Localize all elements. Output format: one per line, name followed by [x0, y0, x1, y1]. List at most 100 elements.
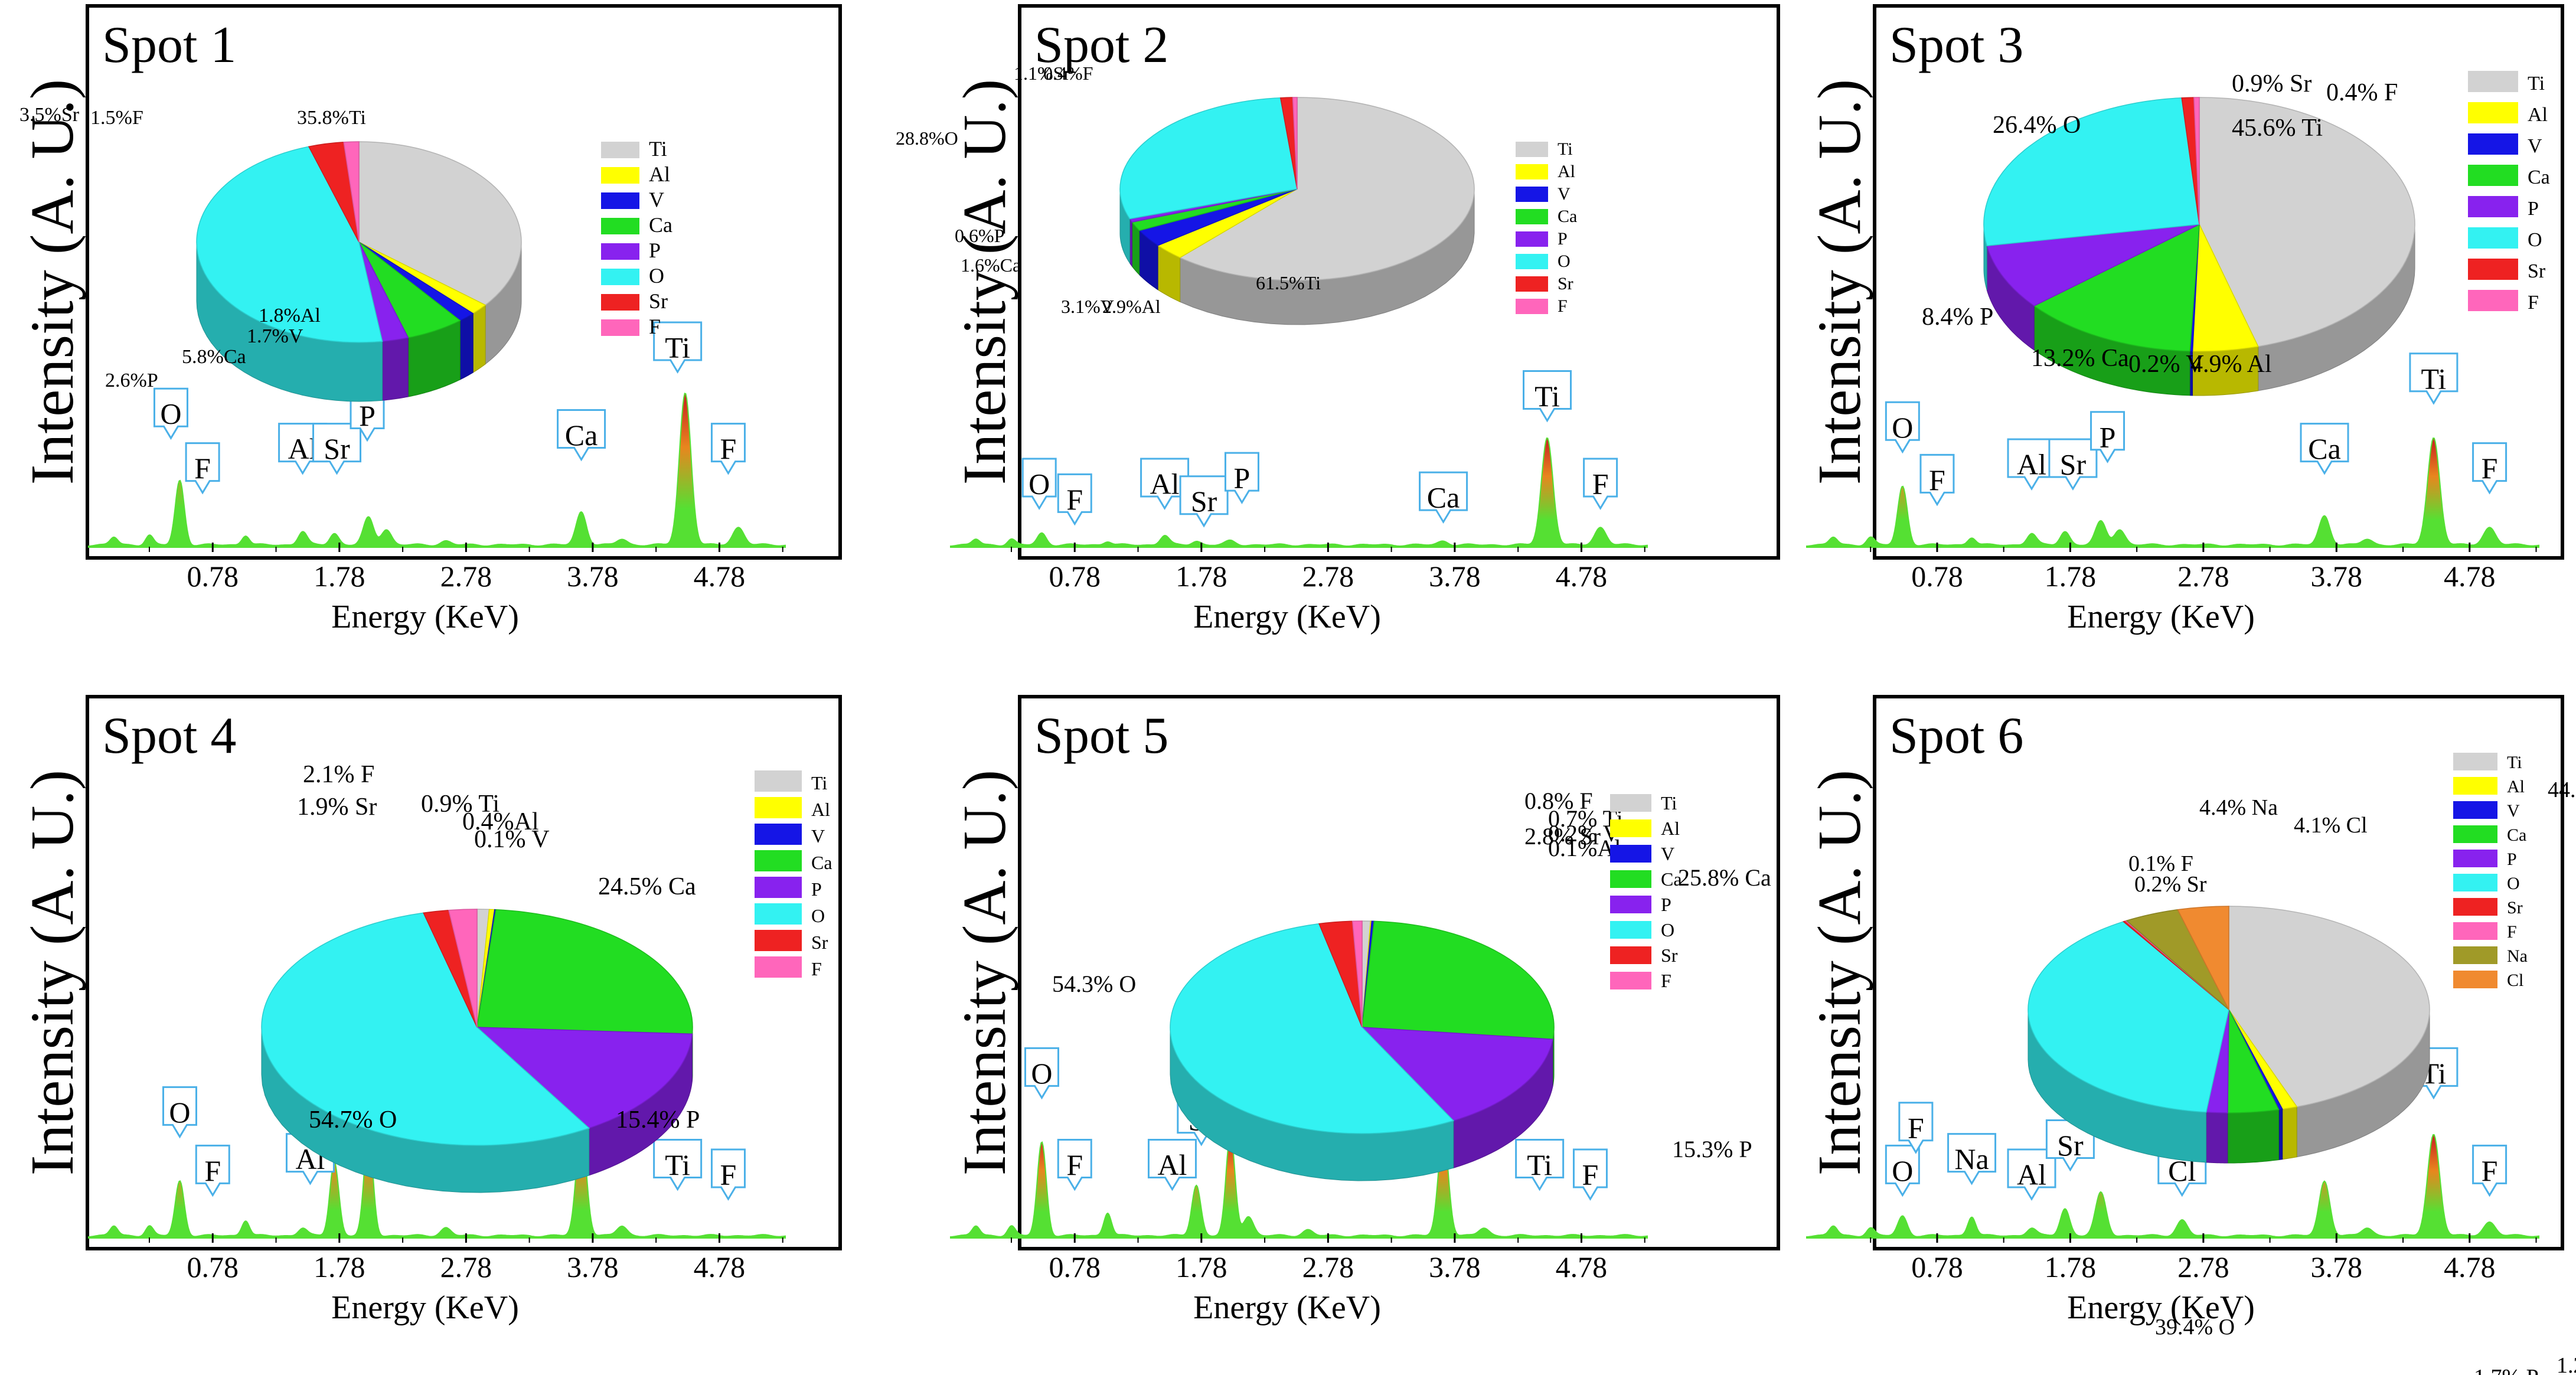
- legend-label-o: O: [2507, 874, 2520, 893]
- callout-box: [2472, 442, 2508, 495]
- legend-swatch-ca: [755, 850, 802, 871]
- legend-label-ti: Ti: [2528, 73, 2545, 94]
- pie-label-p: 0.6%P: [955, 225, 1004, 246]
- pie-label-p: 1.7% P: [2474, 1365, 2539, 1375]
- pie-label-f: 0.4% F: [2326, 79, 2398, 106]
- legend-label-v: V: [811, 825, 825, 847]
- peak-callout-o: O: [153, 387, 188, 440]
- panel-frame: [1873, 695, 2564, 1250]
- peak-callout-ca: Ca: [557, 409, 606, 462]
- legend-label-p: P: [811, 878, 822, 900]
- spectrum-area: [950, 1132, 1648, 1239]
- legend-label-ca: Ca: [811, 852, 832, 873]
- legend-swatch-ti: [1610, 794, 1651, 812]
- legend-swatch-ti: [601, 142, 639, 158]
- pie-label-ti: 61.5%Ti: [1256, 272, 1321, 293]
- pie-slice-o: [1119, 97, 1298, 220]
- panel-frame: [86, 695, 842, 1250]
- legend-label-ti: Ti: [1661, 792, 1677, 814]
- callout-label: Ca: [1427, 481, 1460, 514]
- callout-label: Sr: [1191, 485, 1217, 518]
- legend-swatch-p: [2468, 196, 2518, 217]
- legend-label-ti: Ti: [2507, 753, 2522, 772]
- legend-swatch-p: [601, 243, 639, 260]
- callout-box: [1021, 458, 1057, 510]
- peak-callout-ti: Ti: [1523, 370, 1572, 423]
- pie-slice-ca: [476, 909, 693, 1035]
- peak-callout-o: O: [1885, 401, 1920, 454]
- callout-label: Ti: [2421, 362, 2447, 395]
- legend-label-p: P: [1558, 229, 1568, 249]
- pie-side-al: [2282, 1106, 2297, 1160]
- x-tick-label: 2.78: [1302, 560, 1354, 593]
- pie-label-v: 0.3% V: [2545, 1371, 2576, 1375]
- pie-slice-f: [343, 141, 360, 243]
- pie-label-sr: 1.1%Sr: [1014, 63, 1070, 84]
- callout-label: F: [1066, 1148, 1083, 1181]
- legend-swatch-al: [2453, 777, 2497, 795]
- legend-label-al: Al: [2528, 104, 2548, 126]
- callout-box: [653, 321, 703, 374]
- spectrum-area: [1806, 1134, 2539, 1239]
- legend-label-p: P: [2528, 198, 2539, 220]
- x-tick-label: 2.78: [2177, 1250, 2229, 1283]
- x-tick-label: 3.78: [1429, 1250, 1481, 1283]
- pie-label-ca: 1.6%Ca: [961, 254, 1021, 276]
- y-axis-label: Intensity (A. U.): [1806, 770, 1873, 1175]
- pie-slice-ca: [1362, 920, 1555, 1040]
- callout-label: F: [720, 1158, 737, 1191]
- pie-slice-o: [1983, 97, 2200, 247]
- callout-box: [1583, 458, 1618, 510]
- legend-label-sr: Sr: [2528, 260, 2546, 282]
- panel-title: Spot 3: [1889, 17, 2023, 74]
- x-tick-label: 1.78: [2045, 560, 2097, 593]
- peak-callout-ca: Ca: [2300, 423, 2349, 475]
- pie-slice-p: [1986, 224, 2200, 306]
- pie-label-ti: 0.9% Ti: [421, 791, 499, 818]
- legend-label-ti: Ti: [811, 772, 827, 793]
- legend-swatch-f: [1516, 299, 1548, 314]
- callout-label: Sr: [2057, 1129, 2084, 1162]
- legend-swatch-v: [2468, 133, 2518, 155]
- legend-label-ca: Ca: [2507, 825, 2526, 845]
- legend-swatch-p: [1610, 896, 1651, 913]
- callout-box: [557, 409, 606, 462]
- legend-swatch-ti: [755, 770, 802, 792]
- pie-label-o: 39.4% O: [2155, 1315, 2235, 1340]
- legend-label-o: O: [2528, 229, 2542, 251]
- pie-side-p: [382, 337, 409, 401]
- x-tick-label: 4.78: [2444, 560, 2496, 593]
- peak-callout-ti: Ti: [1515, 1139, 1565, 1191]
- callout-label: F: [1066, 483, 1083, 516]
- peak-callout-f: F: [1898, 1102, 1934, 1154]
- peak-callout-p: P: [1224, 452, 1259, 505]
- pie-label-f: 1.5%F: [90, 107, 143, 129]
- callout-box: [1140, 458, 1190, 510]
- pie-label-v: 1.7%V: [247, 325, 303, 347]
- pie-slice-p: [1361, 1027, 1553, 1122]
- callout-label: Ca: [2308, 432, 2341, 465]
- peak-callout-al: Al: [2007, 438, 2056, 491]
- x-tick-label: 1.78: [314, 560, 365, 593]
- callout-label: F: [1908, 1111, 1924, 1144]
- x-tick-label: 4.78: [2444, 1250, 2496, 1283]
- pie-label-cl: 4.1% Cl: [2294, 813, 2368, 838]
- callout-box: [185, 442, 220, 495]
- callout-box: [653, 1139, 703, 1191]
- pie-label-p: 15.3% P: [1672, 1136, 1752, 1162]
- pie-label-ca: 5.8%Ca: [182, 346, 246, 368]
- pie-slice-ti: [1178, 97, 1475, 281]
- peak-callout-o: O: [1885, 1144, 1920, 1197]
- peak-callout-f: F: [710, 423, 746, 475]
- pie-slice-o: [261, 912, 590, 1146]
- legend-label-ca: Ca: [2528, 166, 2550, 188]
- pie-label-o: 54.3% O: [1052, 971, 1136, 997]
- peak-callout-o: O: [1021, 458, 1057, 510]
- callout-box: [162, 1086, 197, 1139]
- callout-label: P: [2100, 420, 2116, 453]
- panel-spot-5: Intensity (A. U.) Spot 5 O F Al Sr P Ca Ti F 0.78 1…: [950, 695, 1780, 1326]
- legend-label-o: O: [649, 264, 664, 288]
- panel-spot-6: Intensity (A. U.)Spot 6OFNaAlSrPClCaTiF0…: [1806, 695, 2576, 1375]
